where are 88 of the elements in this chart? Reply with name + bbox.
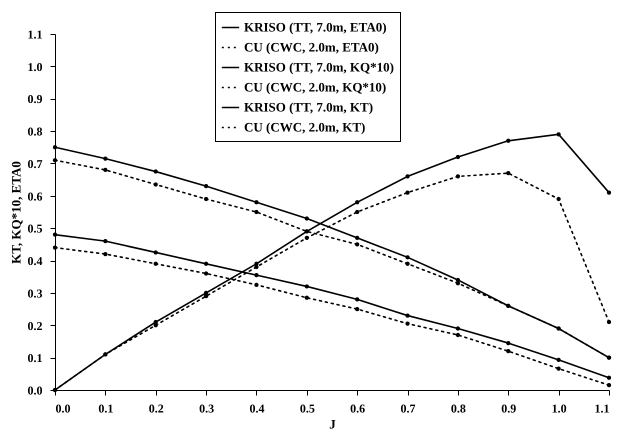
y-tick-label: 1.1: [28, 28, 42, 42]
point: [405, 190, 410, 195]
point: [254, 210, 259, 214]
point: [556, 196, 561, 202]
point: [355, 200, 360, 204]
point: [456, 174, 460, 179]
y-tick-label: 0.9: [28, 92, 42, 106]
x-axis-title: J: [329, 416, 336, 432]
point: [103, 156, 108, 161]
point: [254, 264, 259, 270]
point: [304, 284, 309, 289]
point: [456, 326, 460, 331]
legend-label: KRISO (TT, 7.0m, KT): [244, 100, 374, 114]
point: [304, 216, 309, 221]
point: [103, 252, 108, 256]
point: [154, 169, 158, 174]
point: [304, 236, 309, 240]
point: [606, 190, 612, 195]
legend-label: KRISO (TT, 7.0m, ETA0): [244, 20, 387, 34]
point: [405, 262, 410, 266]
legend-label: KRISO (TT, 7.0m, KQ*10): [244, 60, 394, 74]
point: [405, 322, 410, 326]
x-tick-label: 0.5: [300, 402, 315, 416]
point: [606, 383, 612, 388]
y-tick-label: 0.8: [28, 124, 42, 139]
point: [456, 154, 460, 160]
x-tick-label: 0.6: [350, 402, 366, 416]
point: [556, 358, 561, 362]
point: [456, 332, 460, 338]
point: [254, 272, 259, 278]
point: [606, 320, 612, 324]
y-tick-label: 0.1: [28, 351, 42, 366]
point: [254, 200, 259, 204]
point: [355, 306, 360, 312]
point: [606, 376, 612, 380]
point: [154, 323, 158, 328]
x-tick-label: 0.9: [501, 402, 516, 416]
point: [304, 296, 309, 300]
y-tick-label: 0.0: [28, 384, 42, 398]
x-tick-label: 0.8: [450, 402, 466, 416]
x-tick-label: 0.7: [400, 402, 416, 416]
point: [506, 349, 510, 354]
x-tick-label: 0.3: [199, 402, 214, 416]
x-tick-label: 0.2: [148, 402, 164, 416]
x-tick-label: 1.1: [594, 402, 610, 416]
point: [355, 236, 360, 240]
point: [52, 232, 58, 237]
legend-label: CU (CWC, 2.0m, KQ*10): [244, 80, 386, 94]
point: [405, 313, 410, 318]
point: [254, 282, 259, 287]
y-tick-label: 0.2: [28, 318, 42, 333]
legend-label: CU (CWC, 2.0m, KT): [244, 120, 366, 134]
point: [456, 281, 460, 286]
x-tick-label: 1.0: [552, 402, 567, 416]
point: [154, 262, 158, 266]
point: [52, 158, 58, 162]
point: [204, 196, 208, 202]
point: [405, 255, 410, 260]
point: [506, 171, 510, 176]
point: [355, 242, 360, 246]
point: [556, 132, 561, 136]
point: [103, 239, 108, 244]
x-tick-label: 0.4: [249, 402, 264, 416]
y-tick-label: 0.3: [28, 286, 42, 300]
point: [506, 340, 510, 346]
y-tick-label: 0.7: [28, 156, 42, 171]
point: [405, 174, 410, 179]
point: [506, 138, 510, 143]
point: [204, 184, 208, 188]
point: [204, 262, 208, 266]
x-tick-label: 0.0: [56, 402, 70, 416]
point: [103, 168, 108, 172]
y-tick-label: 0.4: [28, 254, 42, 268]
point: [154, 250, 158, 255]
point: [204, 294, 208, 298]
point: [355, 210, 360, 214]
point: [52, 245, 58, 250]
x-tick-label: 0.1: [98, 402, 114, 416]
point: [204, 271, 208, 276]
point: [355, 297, 360, 302]
y-tick-label: 1.0: [28, 60, 42, 74]
y-tick-label: 0.6: [28, 189, 42, 204]
y-axis-title: KT, KQ*10, ETA0: [8, 161, 24, 264]
point: [556, 366, 561, 371]
legend-label: CU (CWC, 2.0m, ETA0): [244, 40, 379, 54]
point: [154, 182, 158, 187]
point: [52, 145, 58, 150]
y-tick-label: 0.5: [28, 222, 42, 236]
